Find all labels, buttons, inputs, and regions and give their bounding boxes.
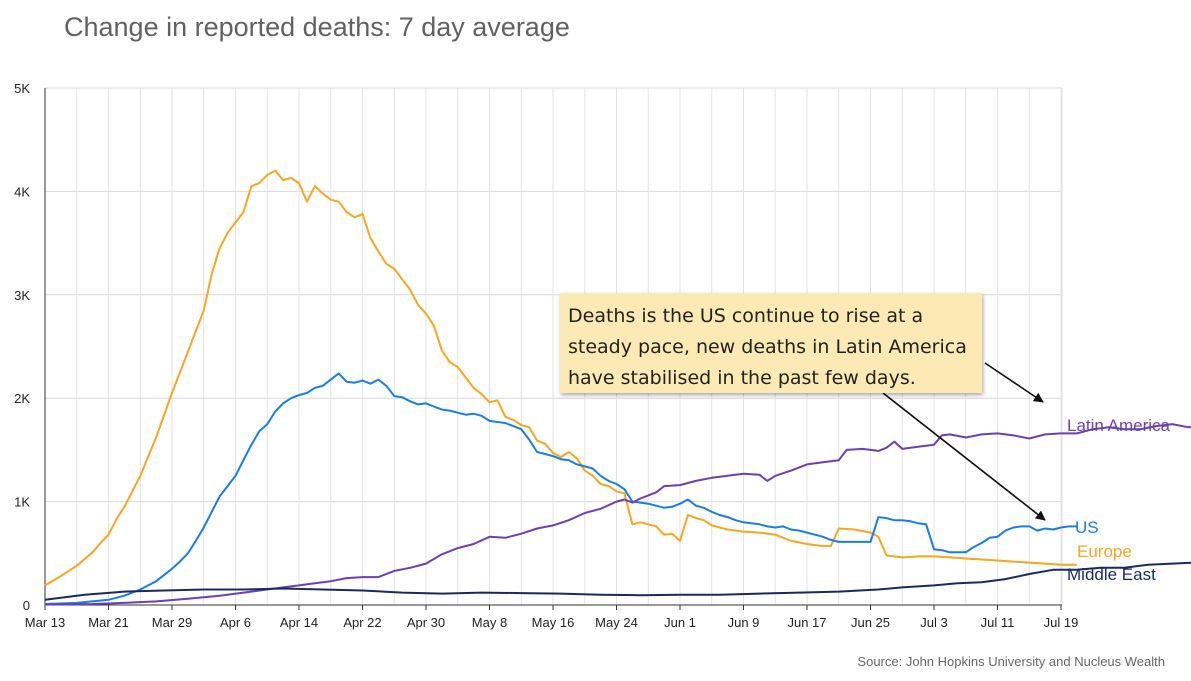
x-tick-label: Jul 19 <box>1044 615 1079 630</box>
x-tick-label: Jun 1 <box>664 615 696 630</box>
series-line-us <box>44 372 1077 605</box>
y-tick-label: 3K <box>14 288 30 303</box>
x-tick-label: Jun 17 <box>787 615 826 630</box>
y-tick-label: 0 <box>23 598 30 613</box>
series-label-us: US <box>1075 518 1099 537</box>
series-line-europe <box>44 169 1077 587</box>
series-line-latin-america <box>44 423 1191 606</box>
x-tick-label: Apr 30 <box>407 615 445 630</box>
x-tick-label: Jul 3 <box>920 615 947 630</box>
series-lines <box>44 169 1191 606</box>
y-tick-label: 5K <box>14 81 30 96</box>
arrow-to-us <box>882 392 1046 521</box>
x-tick-label: Mar 13 <box>25 615 65 630</box>
y-tick-label: 2K <box>14 391 30 406</box>
series-labels: Europe US Latin America Middle East <box>1067 416 1171 584</box>
series-label-europe: Europe <box>1077 542 1132 561</box>
x-tick-label: Apr 6 <box>220 615 251 630</box>
x-tick-label: Mar 29 <box>152 615 192 630</box>
x-tick-label: Jun 9 <box>728 615 760 630</box>
series-label-middle-east: Middle East <box>1067 565 1156 584</box>
x-tick-label: Jun 25 <box>851 615 890 630</box>
y-axis-tick-labels: 0 1K 2K 3K 4K 5K <box>14 81 30 613</box>
annotation-arrows <box>882 362 1046 521</box>
x-tick-label: Apr 22 <box>343 615 381 630</box>
grid <box>44 87 1063 610</box>
y-tick-label: 4K <box>14 184 30 199</box>
x-tick-label: May 24 <box>595 615 638 630</box>
y-tick-label: 1K <box>14 495 30 510</box>
x-tick-label: May 8 <box>472 615 507 630</box>
series-label-latin-america: Latin America <box>1067 416 1171 435</box>
arrow-to-latin-america <box>984 362 1044 403</box>
annotation-note: Deaths is the US continue to rise at a s… <box>560 293 982 393</box>
series-line-middle-east <box>44 561 1191 601</box>
x-tick-label: Apr 14 <box>280 615 318 630</box>
source-note: Source: John Hopkins University and Nucl… <box>857 654 1165 669</box>
x-tick-label: Mar 21 <box>88 615 128 630</box>
chart-title: Change in reported deaths: 7 day average <box>64 12 570 42</box>
x-tick-label: May 16 <box>532 615 575 630</box>
x-axis-tick-labels: Mar 13 Mar 21 Mar 29 Apr 6 Apr 14 Apr 22 Apr 3… <box>25 615 1079 630</box>
x-tick-label: Jul 11 <box>981 615 1015 630</box>
